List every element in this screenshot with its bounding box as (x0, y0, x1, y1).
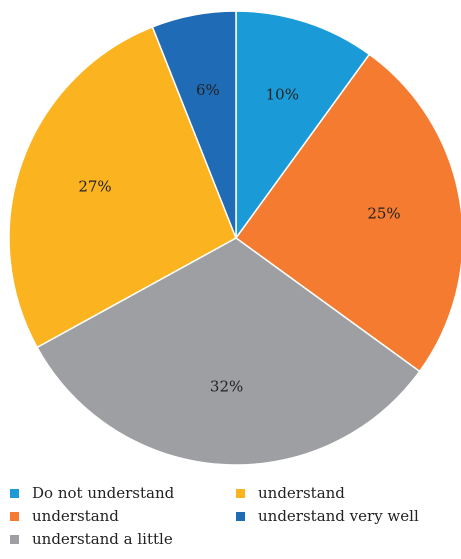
slice-data-label-0: 10% (266, 86, 299, 104)
legend-item-2: understand a little (10, 529, 173, 549)
legend-swatch-1 (10, 511, 19, 521)
pie-slice-3 (8, 25, 237, 349)
pie-slice-0 (235, 10, 371, 241)
legend-label-0: Do not understand (32, 484, 175, 502)
legend-item-1: understand (10, 506, 119, 526)
chart-legend: Do not understand understand understand a … (10, 483, 455, 557)
slice-data-label-1: 25% (367, 205, 400, 223)
pie-slices (8, 10, 461, 466)
pie-slice-1 (234, 53, 461, 373)
slice-data-label-2: 32% (210, 378, 243, 396)
legend-swatch-0 (10, 488, 19, 498)
legend-swatch-2 (10, 534, 19, 544)
slice-data-label-4: 6% (196, 81, 220, 99)
legend-item-3: understand (236, 483, 345, 503)
legend-label-3: understand (258, 484, 345, 502)
legend-swatch-4 (236, 511, 245, 521)
legend-swatch-3 (236, 488, 245, 498)
slice-data-label-3: 27% (78, 177, 111, 195)
legend-label-1: understand (32, 507, 119, 525)
legend-label-2: understand a little (32, 530, 173, 548)
legend-item-0: Do not understand (10, 483, 174, 503)
pie-chart-plot: 10% 25% 32% 27% 6% (8, 10, 461, 466)
legend-item-4: understand very well (236, 506, 419, 526)
pie-data-labels: 10% 25% 32% 27% 6% (78, 81, 400, 396)
legend-label-4: understand very well (258, 507, 419, 525)
pie-slice-2 (36, 237, 421, 466)
pie-slice-4 (151, 10, 237, 239)
